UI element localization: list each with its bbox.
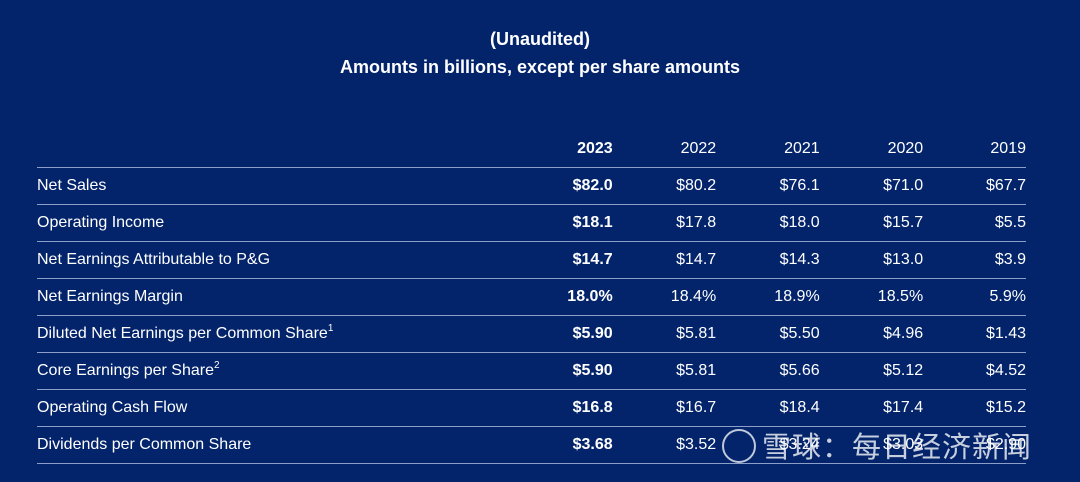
table-header-row: 2023 2022 2021 2020 2019 bbox=[37, 131, 1026, 168]
value-cell: $17.8 bbox=[612, 204, 717, 242]
row-label-text: Operating Income bbox=[37, 214, 165, 231]
row-label-text: Diluted Net Earnings per Common Share bbox=[37, 325, 328, 342]
value-cell: $82.0 bbox=[509, 167, 613, 205]
value-cell: 18.4% bbox=[612, 278, 717, 316]
value-cell: $16.8 bbox=[509, 389, 613, 427]
table-row: Operating Cash Flow $16.8 $16.7 $18.4 $17.4 $… bbox=[37, 389, 1026, 427]
table-row: Dividends per Common Share $3.68 $3.52 $3.2… bbox=[37, 426, 1026, 464]
value-cell: $16.7 bbox=[612, 389, 717, 427]
row-label: Core Earnings per Share2 bbox=[37, 352, 510, 390]
table-row: Core Earnings per Share2 $5.90 $5.81 $5.66 $… bbox=[37, 352, 1026, 390]
row-label: Net Sales bbox=[37, 167, 510, 205]
watermark: 雪球：每日经济新闻 bbox=[722, 424, 1032, 466]
value-cell: $5.81 bbox=[612, 315, 717, 353]
row-label-text: Net Earnings Attributable to P&G bbox=[37, 251, 271, 268]
value-cell: $80.2 bbox=[612, 167, 717, 205]
row-label: Operating Cash Flow bbox=[37, 389, 510, 427]
value-cell: 18.0% bbox=[509, 278, 613, 316]
value-cell: $3.03 bbox=[819, 426, 924, 464]
value-cell: $18.4 bbox=[716, 389, 820, 427]
row-label-text: Dividends per Common Share bbox=[37, 436, 252, 453]
row-label-text: Net Sales bbox=[37, 177, 107, 194]
row-label-text: Operating Cash Flow bbox=[37, 399, 188, 416]
footnote-marker: 1 bbox=[327, 322, 334, 334]
table-row: Operating Income $18.1 $17.8 $18.0 $15.7 $5.5 bbox=[37, 204, 1026, 242]
value-cell: $5.81 bbox=[612, 352, 717, 390]
year-header: 2023 bbox=[509, 131, 613, 168]
row-label: Diluted Net Earnings per Common Share1 bbox=[37, 315, 510, 353]
value-cell: $5.5 bbox=[923, 204, 1026, 242]
row-label-text: Net Earnings Margin bbox=[37, 288, 183, 305]
value-cell: 18.5% bbox=[819, 278, 924, 316]
value-cell: $4.52 bbox=[923, 352, 1026, 390]
title-unaudited: (Unaudited) bbox=[490, 29, 590, 49]
watermark-text: 雪球：每日经济新闻 bbox=[762, 430, 1033, 464]
value-cell: $17.4 bbox=[819, 389, 924, 427]
value-cell: $71.0 bbox=[819, 167, 924, 205]
table-row: Net Earnings Margin 18.0% 18.4% 18.9% 18.5% 5… bbox=[37, 278, 1026, 316]
value-cell: $18.0 bbox=[716, 204, 820, 242]
financial-summary-table: 2023 2022 2021 2020 2019 Net Sales $82.0 $… bbox=[37, 131, 1026, 464]
value-cell: $5.66 bbox=[716, 352, 820, 390]
value-cell: $5.50 bbox=[716, 315, 820, 353]
value-cell: $18.1 bbox=[509, 204, 613, 242]
table-row: Net Earnings Attributable to P&G $14.7 $14… bbox=[37, 241, 1026, 279]
value-cell: $14.3 bbox=[716, 241, 820, 279]
value-cell: $4.96 bbox=[819, 315, 924, 353]
value-cell: $1.43 bbox=[923, 315, 1026, 353]
row-label: Operating Income bbox=[37, 204, 510, 242]
table-row: Diluted Net Earnings per Common Share1 $5… bbox=[37, 315, 1026, 353]
value-cell: $14.7 bbox=[612, 241, 717, 279]
footnote-marker: 2 bbox=[213, 359, 220, 371]
value-cell: $13.0 bbox=[819, 241, 924, 279]
value-cell: $3.52 bbox=[612, 426, 717, 464]
year-header: 2022 bbox=[612, 131, 717, 168]
row-label-text: Core Earnings per Share bbox=[37, 362, 214, 379]
year-header: 2021 bbox=[716, 131, 820, 168]
header-label-cell bbox=[37, 131, 510, 168]
value-cell: $3.9 bbox=[923, 241, 1026, 279]
value-cell: $5.12 bbox=[819, 352, 924, 390]
value-cell: $5.90 bbox=[509, 315, 613, 353]
year-header: 2019 bbox=[923, 131, 1026, 168]
value-cell: $2.90 bbox=[923, 426, 1026, 464]
table-row: Net Sales $82.0 $80.2 $76.1 $71.0 $67.7 bbox=[37, 167, 1026, 205]
value-cell: $15.2 bbox=[923, 389, 1026, 427]
subtitle-units: Amounts in billions, except per share am… bbox=[339, 57, 741, 77]
value-cell: $15.7 bbox=[819, 204, 924, 242]
value-cell: $67.7 bbox=[923, 167, 1026, 205]
value-cell: $14.7 bbox=[509, 241, 613, 279]
value-cell: $3.68 bbox=[509, 426, 613, 464]
row-label: Net Earnings Margin bbox=[37, 278, 510, 316]
value-cell: 5.9% bbox=[923, 278, 1026, 316]
year-header: 2020 bbox=[819, 131, 924, 168]
row-label: Net Earnings Attributable to P&G bbox=[37, 241, 510, 279]
value-cell: $5.90 bbox=[509, 352, 613, 390]
row-label: Dividends per Common Share bbox=[37, 426, 510, 464]
snowball-logo-icon bbox=[722, 429, 756, 463]
value-cell: 18.9% bbox=[716, 278, 820, 316]
value-cell: $76.1 bbox=[716, 167, 820, 205]
